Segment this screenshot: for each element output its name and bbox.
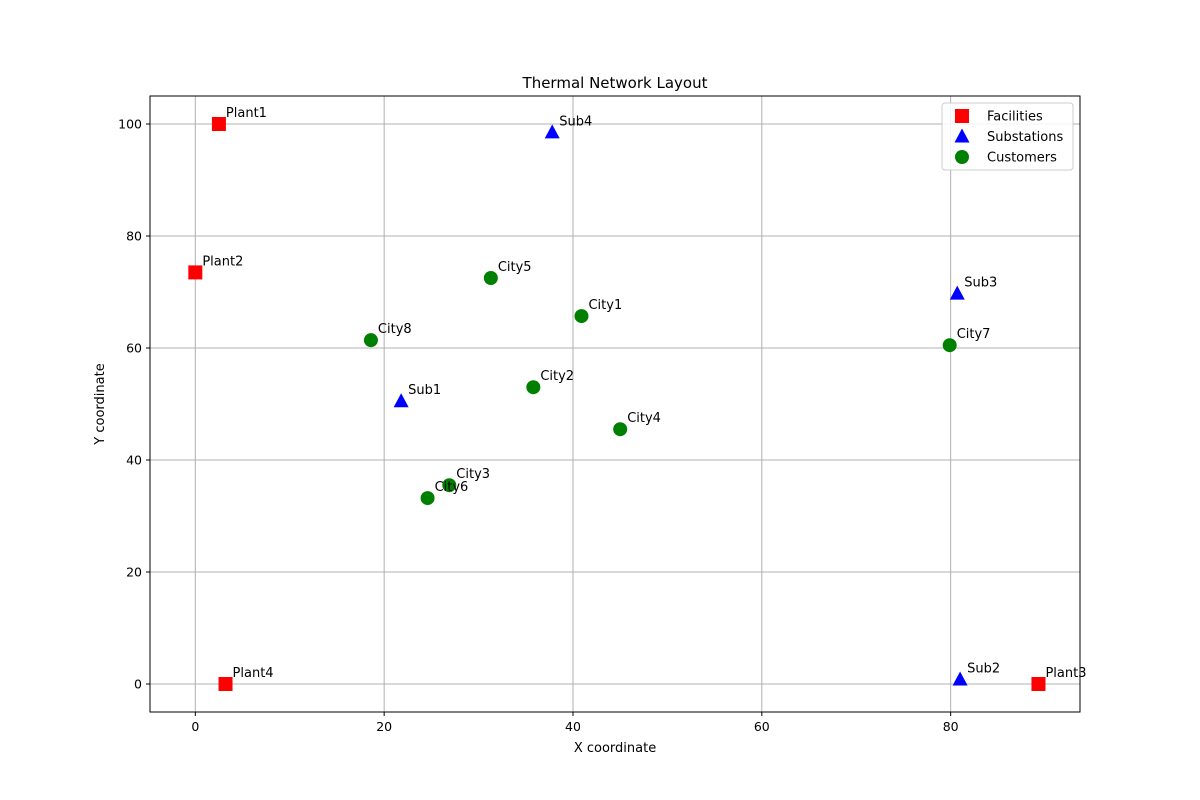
y-axis-label: Y coordinate bbox=[93, 363, 108, 445]
data-points bbox=[188, 117, 1046, 691]
data-point-city8 bbox=[363, 333, 378, 348]
x-tick-label: 0 bbox=[191, 719, 199, 734]
x-tick-label: 80 bbox=[943, 719, 959, 734]
x-tick-label: 20 bbox=[376, 719, 392, 734]
point-label-sub4: Sub4 bbox=[559, 114, 592, 129]
data-point-city5 bbox=[483, 271, 498, 285]
legend: Facilities Substations Customers bbox=[941, 102, 1074, 171]
point-label-city6: City6 bbox=[435, 480, 469, 495]
point-label-city5: City5 bbox=[498, 260, 532, 275]
point-label-city4: City4 bbox=[627, 411, 661, 426]
point-label-sub1: Sub1 bbox=[408, 383, 441, 398]
point-label-plant4: Plant4 bbox=[233, 666, 274, 681]
y-tick-label: 40 bbox=[126, 453, 142, 468]
chart-title: Thermal Network Layout bbox=[522, 74, 708, 92]
point-label-sub2: Sub2 bbox=[967, 662, 1000, 677]
legend-box bbox=[941, 102, 1074, 171]
data-point-city2 bbox=[526, 380, 541, 395]
legend-marker-customers bbox=[955, 150, 969, 164]
point-label-plant2: Plant2 bbox=[202, 254, 243, 269]
point-label-plant3: Plant3 bbox=[1045, 666, 1086, 681]
legend-marker-facilities bbox=[955, 109, 969, 123]
legend-label-customers: Customers bbox=[987, 151, 1057, 166]
legend-label-substations: Substations bbox=[987, 130, 1063, 145]
data-point-plant4 bbox=[218, 677, 233, 691]
point-label-city2: City2 bbox=[540, 369, 574, 384]
legend-marker-substations bbox=[954, 128, 970, 143]
point-label-city1: City1 bbox=[588, 298, 622, 313]
x-tick-label: 40 bbox=[565, 719, 581, 734]
data-point-sub2 bbox=[952, 671, 968, 686]
legend-label-facilities: Facilities bbox=[987, 110, 1043, 125]
x-tick-label: 60 bbox=[754, 719, 770, 734]
x-axis-label: X coordinate bbox=[574, 741, 656, 756]
y-tick-label: 100 bbox=[118, 117, 142, 132]
point-label-city8: City8 bbox=[378, 322, 412, 337]
data-point-sub3 bbox=[949, 285, 965, 300]
data-point-city3 bbox=[442, 478, 457, 493]
data-point-city7 bbox=[942, 338, 957, 353]
data-point-plant2 bbox=[188, 265, 203, 280]
axis-ticks: 0 20 40 60 80 0 20 40 60 80 100 bbox=[118, 117, 959, 735]
data-point-plant1 bbox=[211, 117, 226, 131]
grid-lines bbox=[150, 96, 1080, 712]
point-label-sub3: Sub3 bbox=[964, 276, 997, 291]
data-point-plant3 bbox=[1031, 677, 1046, 691]
y-tick-label: 60 bbox=[126, 341, 142, 356]
data-point-city1 bbox=[574, 309, 589, 324]
y-tick-label: 0 bbox=[134, 677, 142, 692]
data-point-sub1 bbox=[393, 393, 409, 408]
point-label-city3: City3 bbox=[456, 467, 490, 482]
y-tick-label: 80 bbox=[126, 229, 142, 244]
data-point-city6 bbox=[420, 491, 435, 506]
data-point-sub4 bbox=[544, 124, 560, 139]
y-tick-label: 20 bbox=[126, 565, 142, 580]
point-label-plant1: Plant1 bbox=[226, 106, 267, 121]
point-labels: Plant1 Plant2 Plant3 Plant4 Sub1 Sub2 Sub3 Sub4… bbox=[202, 106, 1086, 681]
plot-area-frame bbox=[149, 95, 1081, 713]
data-point-city4 bbox=[613, 422, 628, 437]
point-label-city7: City7 bbox=[957, 327, 991, 342]
